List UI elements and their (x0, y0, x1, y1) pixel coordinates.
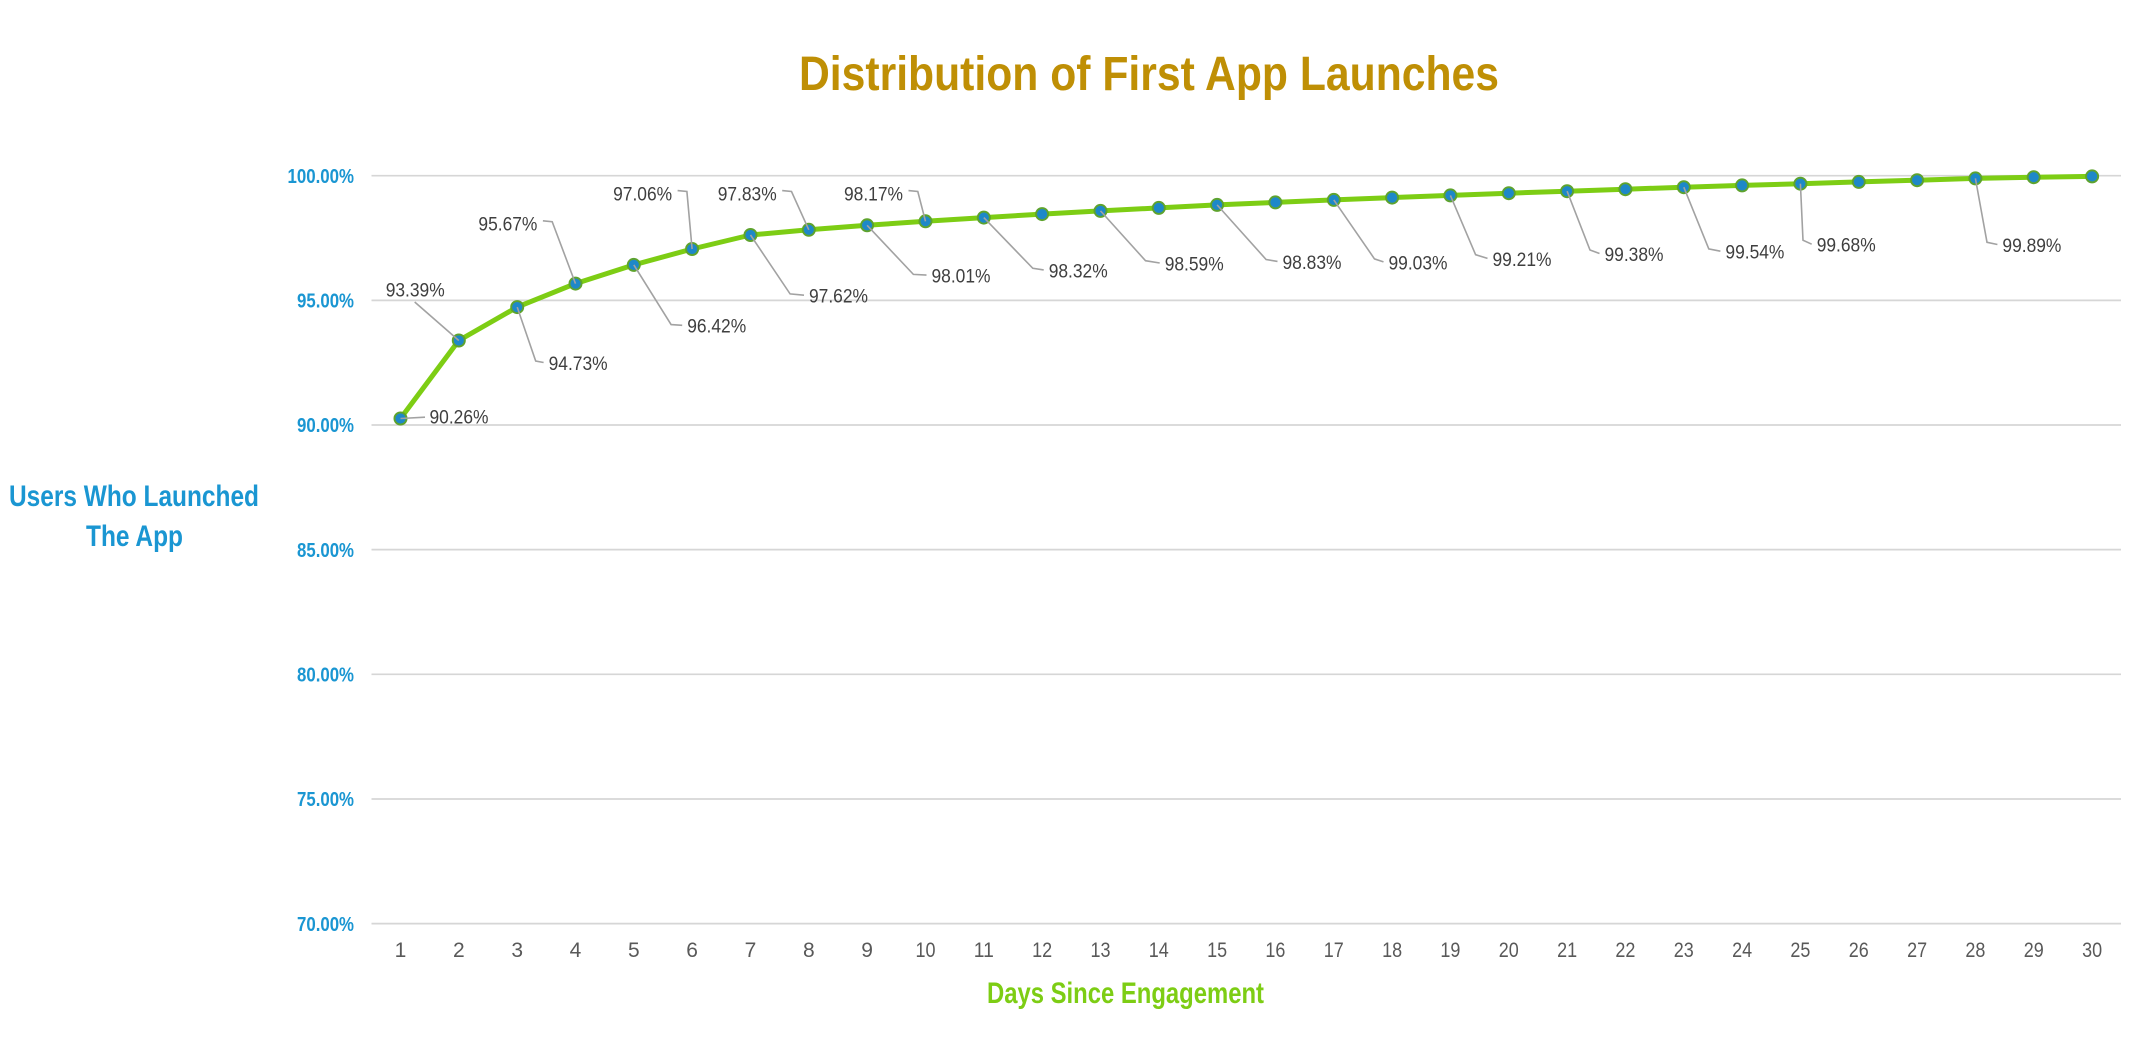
svg-text:2: 2 (453, 939, 465, 962)
svg-text:93.39%: 93.39% (386, 281, 445, 302)
svg-text:99.38%: 99.38% (1605, 245, 1664, 266)
svg-text:21: 21 (1557, 939, 1577, 962)
svg-text:Distribution of First App Laun: Distribution of First App Launches (799, 48, 1499, 101)
svg-text:95.00%: 95.00% (297, 291, 354, 313)
svg-text:23: 23 (1674, 939, 1694, 962)
svg-text:98.17%: 98.17% (844, 184, 903, 205)
svg-text:20: 20 (1499, 939, 1519, 962)
svg-text:85.00%: 85.00% (297, 540, 354, 562)
svg-text:22: 22 (1615, 939, 1635, 962)
svg-text:99.54%: 99.54% (1725, 243, 1784, 264)
svg-text:98.01%: 98.01% (932, 267, 991, 288)
svg-text:6: 6 (686, 939, 698, 962)
svg-text:10: 10 (916, 939, 936, 962)
svg-text:75.00%: 75.00% (297, 789, 354, 811)
svg-text:8: 8 (803, 939, 815, 962)
svg-text:24: 24 (1732, 939, 1752, 962)
svg-text:99.89%: 99.89% (2002, 236, 2061, 257)
svg-text:25: 25 (1790, 939, 1810, 962)
svg-text:97.62%: 97.62% (809, 287, 868, 308)
svg-text:3: 3 (511, 939, 523, 962)
svg-text:26: 26 (1849, 939, 1869, 962)
svg-text:28: 28 (1965, 939, 1985, 962)
svg-text:96.42%: 96.42% (687, 317, 746, 338)
svg-text:95.67%: 95.67% (478, 215, 537, 236)
svg-text:17: 17 (1324, 939, 1344, 962)
svg-text:90.26%: 90.26% (430, 408, 489, 429)
svg-text:29: 29 (2024, 939, 2044, 962)
svg-text:13: 13 (1091, 939, 1111, 962)
svg-text:9: 9 (861, 939, 873, 962)
svg-text:19: 19 (1440, 939, 1460, 962)
svg-text:98.32%: 98.32% (1049, 261, 1108, 282)
svg-text:99.21%: 99.21% (1493, 250, 1552, 271)
svg-text:94.73%: 94.73% (549, 354, 608, 375)
svg-text:14: 14 (1149, 939, 1169, 962)
svg-text:15: 15 (1207, 939, 1227, 962)
svg-text:27: 27 (1907, 939, 1927, 962)
svg-text:11: 11 (974, 939, 994, 962)
svg-text:16: 16 (1265, 939, 1285, 962)
svg-text:80.00%: 80.00% (297, 665, 354, 687)
svg-text:Days Since Engagement: Days Since Engagement (987, 977, 1264, 1010)
svg-text:Users Who Launched: Users Who Launched (9, 480, 259, 513)
svg-text:7: 7 (745, 939, 757, 962)
svg-text:90.00%: 90.00% (297, 415, 354, 437)
svg-text:97.06%: 97.06% (613, 184, 672, 205)
svg-text:99.68%: 99.68% (1817, 236, 1876, 257)
svg-text:98.59%: 98.59% (1165, 254, 1224, 275)
svg-text:97.83%: 97.83% (718, 184, 777, 205)
svg-text:4: 4 (570, 939, 582, 962)
svg-text:5: 5 (628, 939, 640, 962)
svg-text:1: 1 (395, 939, 407, 962)
svg-text:The App: The App (86, 520, 183, 553)
svg-text:70.00%: 70.00% (297, 914, 354, 936)
svg-text:18: 18 (1382, 939, 1402, 962)
svg-text:30: 30 (2082, 939, 2102, 962)
svg-text:12: 12 (1032, 939, 1052, 962)
svg-text:100.00%: 100.00% (288, 166, 355, 188)
svg-text:98.83%: 98.83% (1283, 253, 1342, 274)
svg-text:99.03%: 99.03% (1389, 253, 1448, 274)
